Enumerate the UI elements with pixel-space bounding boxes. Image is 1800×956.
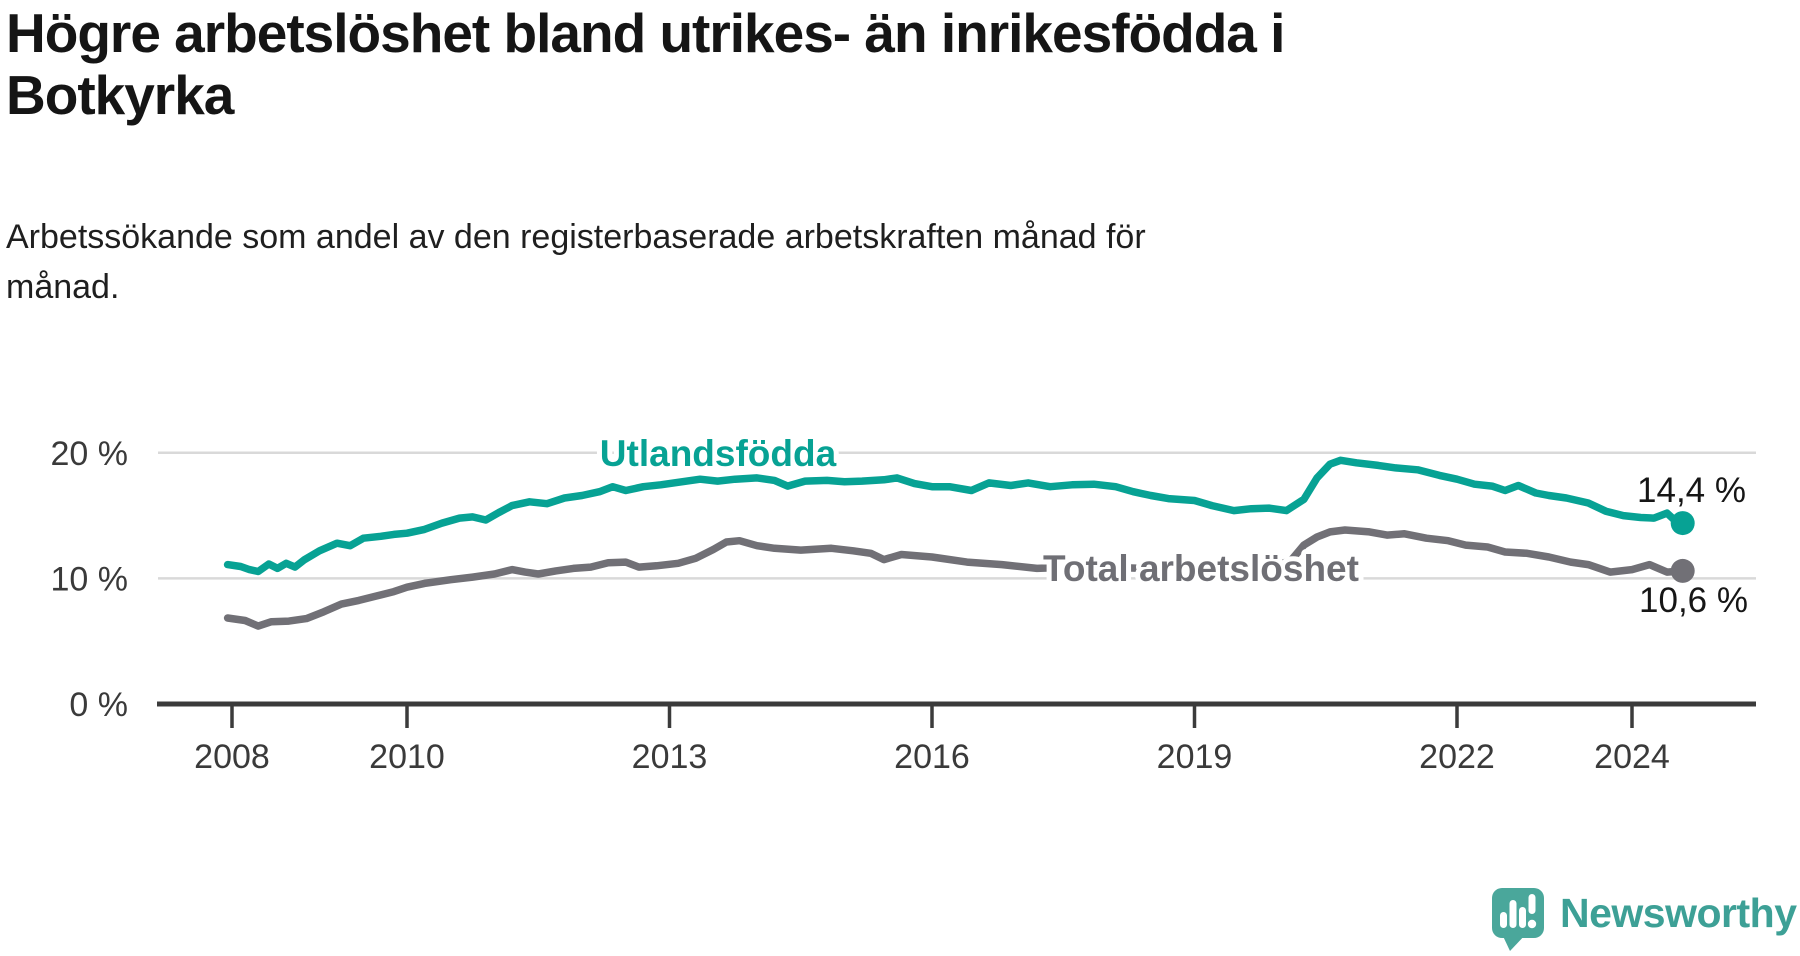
gridlines: 0 % 10 % 20 % <box>51 435 1756 724</box>
x-tick-label: 2022 <box>1419 738 1495 776</box>
x-tick-label: 2010 <box>369 738 445 776</box>
chart-subtitle: Arbetssökande som andel av den registerb… <box>6 212 1506 312</box>
subtitle-line-2: månad. <box>6 268 120 306</box>
newsworthy-logo-icon <box>1492 888 1544 951</box>
end-value-total: 10,6 % <box>1639 581 1748 620</box>
x-axis: 2008 2010 2013 2016 2019 2022 2024 <box>157 701 1756 776</box>
x-tick-label: 2019 <box>1157 738 1233 776</box>
page-title: Högre arbetslöshet bland utrikes- än inr… <box>6 2 1726 126</box>
series-end-dot-utlandsfodda <box>1670 511 1695 536</box>
x-tick-label: 2013 <box>632 738 708 776</box>
logo-bar-chart-glyph <box>1500 894 1537 929</box>
series-labels: Utlandsfödda Total arbetslöshet <box>595 428 1364 594</box>
title-line-2: Botkyrka <box>6 64 234 126</box>
end-value-labels: 14,4 % 10,6 % <box>1633 467 1752 624</box>
series-line-utlandsfodda <box>223 456 1687 576</box>
line-chart: 0 % 10 % 20 % 2008 2010 2013 2016 2019 2022 2024… <box>50 428 1756 776</box>
series-line-total <box>223 526 1687 630</box>
x-tick-label: 2008 <box>194 738 270 776</box>
end-value-utlandsfodda: 14,4 % <box>1637 471 1746 510</box>
newsworthy-wordmark: Newsworthy <box>1560 890 1797 936</box>
subtitle-line-1: Arbetssökande som andel av den registerb… <box>6 218 1146 256</box>
series-label-total: Total arbetslöshet <box>1043 548 1359 589</box>
x-tick-label: 2016 <box>894 738 970 776</box>
newsworthy-logo: Newsworthy <box>1492 888 1798 951</box>
series-end-dot-total <box>1670 558 1695 583</box>
x-tick-label: 2024 <box>1594 738 1670 776</box>
series-end-dots <box>1670 511 1695 583</box>
y-tick-label: 0 % <box>69 686 128 724</box>
title-line-1: Högre arbetslöshet bland utrikes- än inr… <box>6 2 1285 64</box>
series-label-utlandsfodda: Utlandsfödda <box>600 433 837 474</box>
y-tick-label: 20 % <box>51 435 129 473</box>
y-tick-label: 10 % <box>51 560 129 598</box>
series-lines <box>223 456 1687 630</box>
